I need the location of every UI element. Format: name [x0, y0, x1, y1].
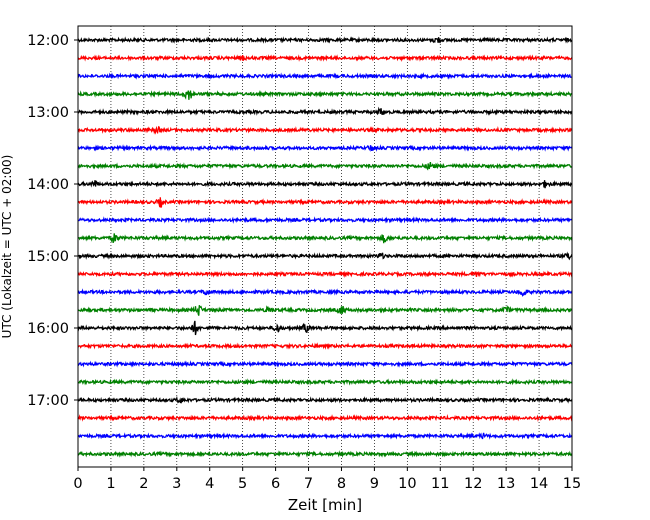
trace-line: [77, 36, 573, 44]
y-tick-label: 15:00: [27, 249, 69, 265]
seismic-traces: [77, 36, 573, 458]
y-tick-label: 16:00: [27, 321, 69, 337]
plot-frame: [77, 25, 573, 468]
x-axis-ticks: 0 1 2 3 4 5 6 7 8 9 10 11 12 13 14 15: [73, 467, 581, 492]
x-tick-label: 7: [304, 476, 313, 492]
trace-line: [77, 180, 573, 189]
trace-line: [77, 90, 573, 100]
x-tick-label: 13: [497, 476, 515, 492]
trace-line: [77, 197, 573, 208]
trace-line: [77, 342, 573, 350]
trace-line: [77, 395, 573, 404]
y-axis-title: UTC (Lokalzeit = UTC + 02:00): [0, 155, 14, 339]
x-tick-label: 1: [106, 476, 115, 492]
trace-line: [77, 106, 573, 116]
x-tick-label: 5: [238, 476, 247, 492]
trace-line: [77, 72, 573, 80]
trace-line: [77, 378, 573, 386]
trace-line: [77, 144, 573, 152]
y-tick-label: 12:00: [27, 33, 69, 49]
trace-line: [77, 125, 573, 135]
trace-line: [77, 414, 573, 422]
x-tick-label: 6: [271, 476, 280, 492]
x-axis-title: Zeit [min]: [288, 496, 362, 514]
y-tick-label: 17:00: [27, 393, 69, 409]
x-tick-label: 10: [398, 476, 416, 492]
trace-line: [77, 270, 573, 278]
x-tick-label: 8: [337, 476, 346, 492]
trace-line: [77, 251, 573, 261]
trace-line: [77, 233, 573, 244]
x-tick-label: 9: [370, 476, 379, 492]
x-tick-label: 14: [530, 476, 548, 492]
x-tick-label: 0: [73, 476, 82, 492]
trace-line: [77, 320, 573, 336]
y-axis-ticks: 12:00 13:00 14:00 15:00 16:00 17:00: [27, 33, 78, 409]
x-tick-label: 2: [139, 476, 148, 492]
trace-line: [77, 161, 573, 171]
y-tick-label: 14:00: [27, 177, 69, 193]
y-tick-label: 13:00: [27, 105, 69, 121]
x-tick-label: 3: [172, 476, 181, 492]
trace-line: [77, 216, 573, 224]
trace-line: [77, 450, 573, 458]
x-tick-label: 12: [464, 476, 482, 492]
x-tick-label: 15: [563, 476, 581, 492]
trace-line: [77, 432, 573, 440]
trace-line: [77, 360, 573, 368]
trace-line: [77, 288, 573, 297]
x-tick-label: 4: [205, 476, 214, 492]
trace-line: [77, 305, 573, 316]
trace-line: [77, 54, 573, 62]
x-tick-label: 11: [431, 476, 449, 492]
